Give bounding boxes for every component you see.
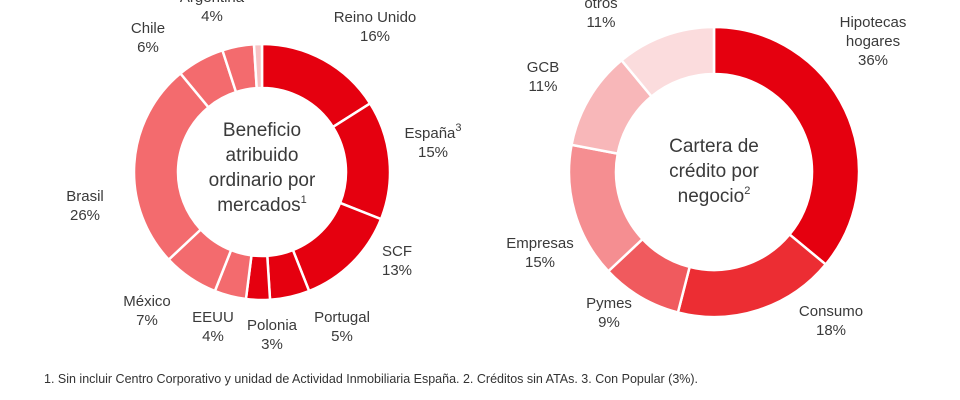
slice-label-reino-unido: Reino Unido 16%	[334, 9, 417, 45]
slice-espana	[331, 101, 392, 221]
slice-hipotecas-hogares	[712, 25, 861, 267]
donut-center-title: Beneficio atribuido ordinario por mercados1	[209, 120, 316, 216]
donut-chart-beneficio: Reino Unido 16% España3 15% SCF 13% Portugal 5%…	[66, 0, 461, 353]
footnote: 1. Sin incluir Centro Corporativo y unid…	[44, 372, 699, 386]
slice-label-portugal: Portugal 5%	[314, 309, 370, 345]
slice-label-mexico: México 7%	[123, 293, 171, 329]
slice-label-scf: SCF 13%	[382, 243, 412, 279]
slice-label-empresas: Empresas 15%	[506, 235, 574, 271]
slice-label-chile: Chile 6%	[131, 20, 165, 56]
slice-small-10	[252, 42, 264, 90]
slice-label-argentina: Argentina4%	[180, 0, 245, 25]
donut-center-title: Cartera de crédito por negocio2	[669, 136, 759, 207]
slice-otros	[619, 25, 716, 99]
donut-chart-cartera: Hipotecas hogares 36% Consumo 18% Pymes 9% Empr…	[506, 0, 906, 339]
slice-label-consumo: Consumo 18%	[799, 303, 863, 339]
slice-label-otros: otros 11%	[584, 0, 617, 31]
charts-area: Reino Unido 16% España3 15% SCF 13% Portugal 5%…	[66, 0, 906, 353]
slice-label-eeuu: EEUU 4%	[192, 309, 234, 345]
slice-label-pymes: Pymes 9%	[586, 295, 632, 331]
slice-label-polonia: Polonia 3%	[247, 317, 298, 353]
slice-label-brasil: Brasil 26%	[66, 188, 104, 224]
slice-scf	[291, 201, 383, 293]
slice-label-espana: España3 15%	[405, 122, 462, 161]
slice-label-gcb: GCB 11%	[527, 59, 560, 95]
slice-brasil	[132, 71, 211, 262]
slice-label-hipotecas-hogares: Hipotecas hogares 36%	[840, 14, 907, 69]
